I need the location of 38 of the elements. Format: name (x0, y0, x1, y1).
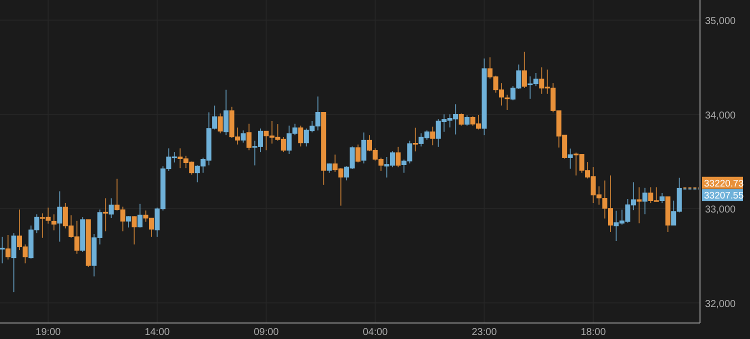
y-tick-label: 32,000 (705, 298, 736, 310)
candlestick (246, 123, 252, 151)
candlestick (642, 187, 648, 215)
candlestick (458, 112, 464, 126)
candlestick (6, 234, 11, 260)
y-tick-label: 33,000 (705, 204, 736, 216)
candlestick (298, 125, 304, 147)
candlestick (51, 214, 56, 231)
x-tick-label: 18:00 (580, 327, 606, 338)
x-tick-label: 14:00 (144, 327, 170, 338)
candlestick (636, 186, 642, 224)
candlestick (396, 146, 401, 168)
candlestick (11, 232, 16, 293)
candlestick (126, 216, 132, 228)
candlestick (356, 144, 361, 163)
candlestick (218, 112, 223, 134)
candlestick (138, 203, 142, 228)
x-tick-label: 23:00 (472, 327, 498, 338)
x-tick-label: 04:00 (362, 327, 388, 338)
candlestick (57, 190, 62, 242)
candlestick (412, 127, 418, 152)
x-tick-label: 19:00 (36, 327, 62, 338)
candlestick (103, 198, 108, 232)
candlestick (240, 130, 246, 144)
candlestick (660, 192, 665, 204)
candlestick (464, 114, 470, 126)
candlestick (568, 148, 573, 170)
candlestick (108, 198, 114, 219)
candlestick (224, 89, 229, 136)
candlestick (0, 236, 5, 264)
candlestick (430, 126, 436, 146)
x-tick-label: 09:00 (254, 327, 280, 338)
y-tick-label: 34,000 (705, 110, 736, 122)
candlestick (522, 51, 527, 89)
candlestick (361, 132, 366, 164)
y-tick-label: 35,000 (705, 16, 736, 28)
candlestick (132, 216, 137, 245)
candlestick (504, 94, 510, 110)
